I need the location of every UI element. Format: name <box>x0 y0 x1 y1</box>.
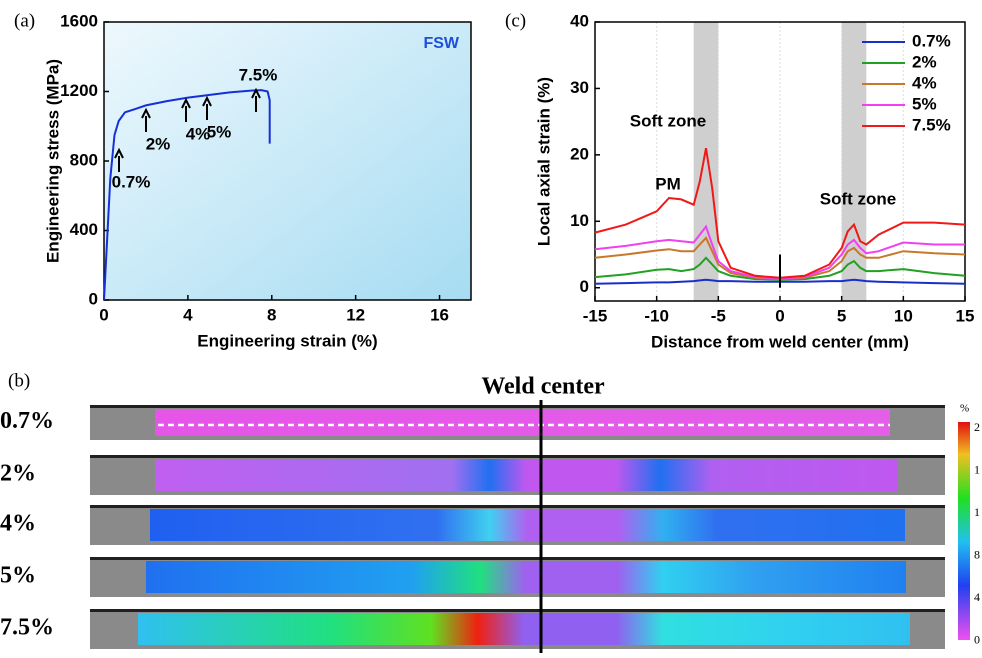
x-tick-label: -15 <box>583 306 608 325</box>
panel-label: (c) <box>505 10 526 31</box>
colorbar-label: 0 <box>974 632 980 646</box>
row-label: 2% <box>0 461 36 487</box>
row-label: 4% <box>0 511 36 537</box>
plot-bg <box>104 22 471 300</box>
x-tick-label: 0 <box>775 306 784 325</box>
panel-label: (a) <box>14 10 35 31</box>
annotation: Soft zone <box>630 111 707 130</box>
colorbar-unit: % <box>960 403 969 415</box>
y-tick-label: 10 <box>570 211 589 230</box>
strain-field <box>138 613 910 645</box>
y-tick-label: 800 <box>70 150 98 169</box>
x-tick-label: 5 <box>837 306 846 325</box>
annotation: PM <box>655 174 681 193</box>
panel-label: (b) <box>8 370 30 391</box>
y-tick-label: 40 <box>570 11 589 30</box>
y-tick-label: 0 <box>580 277 589 296</box>
annotation: Soft zone <box>820 189 897 208</box>
colorbar-label: 1 <box>974 462 980 476</box>
row-label: 0.7% <box>0 408 54 434</box>
x-tick-label: 10 <box>894 306 913 325</box>
x-tick-label: 0 <box>99 305 108 324</box>
x-tick-label: 4 <box>183 305 193 324</box>
y-tick-label: 20 <box>570 144 589 163</box>
legend-label: 2% <box>912 52 937 71</box>
arrow-label: 0.7% <box>112 172 151 191</box>
strain-field <box>150 509 905 541</box>
x-axis-label: Distance from weld center (mm) <box>651 332 909 351</box>
specimen-edge <box>90 455 945 458</box>
x-axis-label: Engineering strain (%) <box>197 331 377 350</box>
y-tick-label: 1600 <box>60 11 98 30</box>
legend-label: 4% <box>912 73 937 92</box>
y-tick-label: 1200 <box>60 81 98 100</box>
y-axis-label: Local axial strain (%) <box>534 77 553 246</box>
y-tick-label: 30 <box>570 78 589 97</box>
x-tick-label: 8 <box>267 305 276 324</box>
colorbar-label: 1 <box>974 505 980 519</box>
y-tick-label: 0 <box>89 289 98 308</box>
colorbar-label: 8 <box>974 547 980 561</box>
arrow-label: 5% <box>207 122 232 141</box>
x-tick-label: 12 <box>346 305 365 324</box>
legend-label: 0.7% <box>912 31 951 50</box>
colorbar-label: 4 <box>974 590 980 604</box>
x-tick-label: -10 <box>644 306 669 325</box>
strain-field <box>155 409 890 436</box>
arrow-label: 2% <box>146 134 171 153</box>
specimen-edge <box>90 405 945 408</box>
strain-field <box>146 561 906 593</box>
colorbar <box>958 422 970 640</box>
legend-label: 7.5% <box>912 115 951 134</box>
strain-field <box>155 459 898 491</box>
specimen-edge <box>90 609 945 612</box>
map-title: Weld center <box>481 374 605 400</box>
row-label: 7.5% <box>0 615 54 641</box>
x-tick-label: -5 <box>711 306 726 325</box>
specimen-edge <box>90 557 945 560</box>
arrow-label: 7.5% <box>239 65 278 84</box>
x-tick-label: 15 <box>956 306 975 325</box>
specimen-edge <box>90 505 945 508</box>
y-tick-label: 400 <box>70 220 98 239</box>
annotation: FSW <box>423 35 459 52</box>
x-tick-label: 16 <box>430 305 449 324</box>
legend-label: 5% <box>912 94 937 113</box>
colorbar-label: 2 <box>974 420 980 434</box>
y-axis-label: Engineering stress (MPa) <box>43 59 62 263</box>
figure: 0481216040080012001600Engineering strain… <box>0 0 982 653</box>
row-label: 5% <box>0 563 36 589</box>
